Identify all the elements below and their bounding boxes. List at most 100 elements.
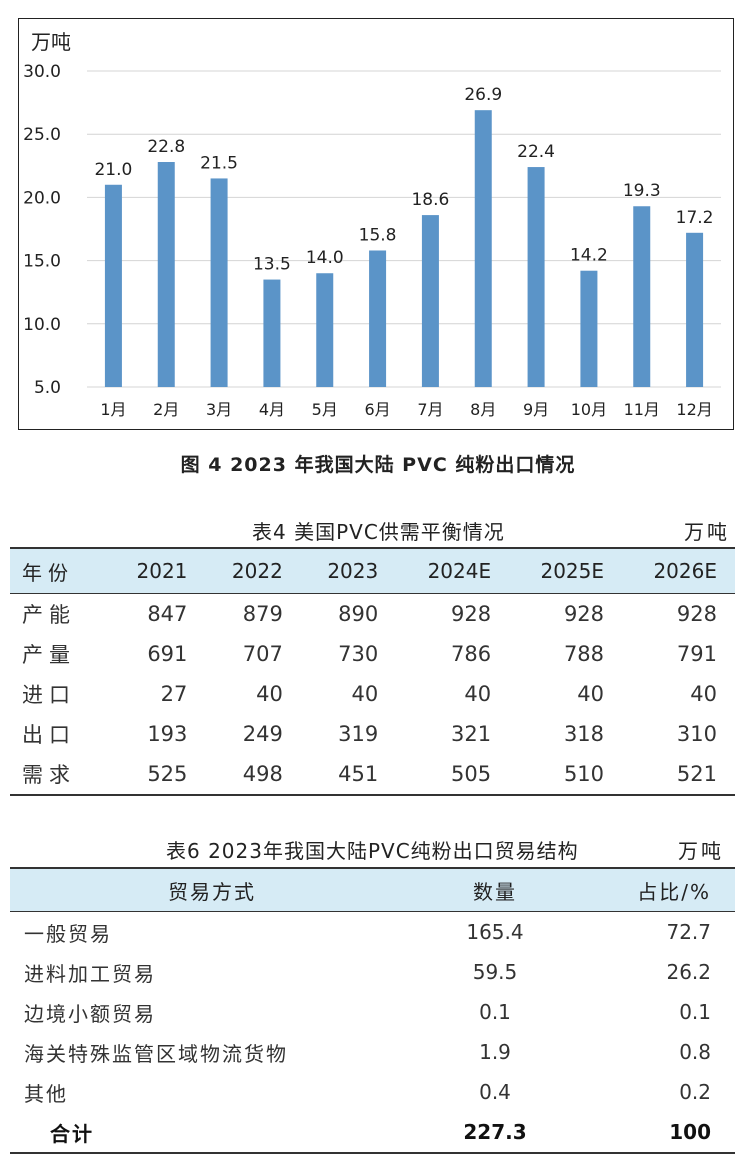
header-cell: 贸易方式: [10, 867, 400, 912]
figure-caption: 图 4 2023 年我国大陆 PVC 纯粉出口情况: [180, 454, 576, 476]
data-label: 22.8: [147, 137, 185, 157]
table-cell: 1.9: [479, 1040, 511, 1064]
bar: [157, 162, 175, 387]
table-row: 产能 847 879 890 928 928 928: [10, 594, 735, 635]
y-tick-label: 10.0: [23, 315, 61, 335]
table-cell: 0.2: [679, 1080, 711, 1104]
row-label: 其他: [24, 1081, 68, 1106]
table-cell: 847: [147, 602, 188, 626]
data-label: 21.0: [94, 160, 132, 180]
x-tick-label: 6月: [364, 400, 390, 419]
x-tick-label: 2月: [153, 400, 179, 419]
table-row: 需求 525 498 451 505 510 521: [10, 754, 735, 796]
table-total-row: 合计 227.3 100: [10, 1112, 735, 1154]
table4-title: 表4 美国PVC供需平衡情况: [252, 520, 505, 544]
row-label: 产能: [22, 603, 76, 627]
data-label: 26.9: [464, 85, 502, 105]
table-cell: 786: [451, 642, 492, 666]
x-tick-label: 8月: [470, 400, 496, 419]
data-label: 13.5: [253, 255, 291, 275]
y-tick-label: 30.0: [23, 62, 61, 82]
table-cell: 27: [160, 682, 188, 706]
data-label: 14.0: [306, 248, 344, 268]
row-label: 需求: [10, 754, 110, 796]
table-cell: 510: [509, 754, 623, 796]
bar: [316, 273, 334, 387]
header-cell: 2022: [205, 547, 301, 594]
x-tick-label: 4月: [259, 400, 285, 419]
data-label: 18.6: [411, 190, 449, 210]
table-row: 进料加工贸易 59.5 26.2: [10, 952, 735, 992]
x-tick-label: 3月: [206, 400, 232, 419]
pvc-export-trade-structure-table: 贸易方式 数量 占比/% 一般贸易 165.4 72.7 进料加工贸易 59.5…: [10, 867, 735, 1154]
data-label: 22.4: [517, 142, 555, 162]
y-tick-label: 20.0: [23, 188, 61, 208]
table-row: 产量 691 707 730 786 788 791: [10, 634, 735, 674]
row-label: 产量: [22, 643, 76, 667]
table-cell: 321: [451, 722, 492, 746]
table-header-row: 贸易方式 数量 占比/%: [10, 867, 735, 912]
data-label: 19.3: [623, 181, 661, 201]
x-tick-label: 10月: [571, 400, 607, 419]
bar: [686, 232, 704, 387]
bar: [210, 178, 228, 387]
table6-title: 表6 2023年我国大陆PVC纯粉出口贸易结构: [166, 839, 579, 863]
data-label: 17.2: [676, 208, 714, 228]
chart-container: 万吨 5.0 10.0 15.0 20.0 25.0 30.0 21.0 22.8 21.5 1…: [18, 18, 734, 430]
table-cell: 319: [338, 722, 379, 746]
header-cell: 年份: [10, 547, 110, 594]
header-cell: 2024E: [396, 547, 510, 594]
table-row: 其他 0.4 0.2: [10, 1072, 735, 1112]
data-label: 21.5: [200, 153, 238, 173]
data-label: 14.2: [570, 246, 608, 266]
table-cell: 100: [590, 1112, 735, 1154]
row-label: 边境小额贸易: [24, 1001, 156, 1026]
row-label: 海关特殊监管区域物流货物: [24, 1041, 288, 1066]
table-cell: 788: [563, 642, 605, 666]
bar: [263, 279, 281, 387]
table-cell: 165.4: [466, 920, 524, 944]
table-cell: 691: [147, 642, 188, 666]
bar: [369, 250, 387, 387]
table-cell: 928: [676, 602, 717, 626]
header-cell: 占比/%: [590, 867, 735, 912]
row-label: 一般贸易: [24, 921, 112, 946]
header-cell: 2023: [300, 547, 397, 594]
x-tick-label: 11月: [624, 400, 660, 419]
table-cell: 0.1: [479, 1000, 511, 1024]
y-tick-label: 25.0: [23, 125, 61, 145]
bar: [421, 215, 439, 387]
table-row: 海关特殊监管区域物流货物 1.9 0.8: [10, 1032, 735, 1072]
header-cell: 2021: [110, 547, 206, 594]
row-label: 出口: [22, 723, 76, 747]
table6-unit: 万吨: [678, 839, 724, 863]
table-cell: 40: [577, 682, 605, 706]
y-tick-label: 15.0: [23, 252, 61, 272]
x-tick-label: 12月: [676, 400, 712, 419]
table-cell: 525: [110, 754, 206, 796]
table-cell: 521: [622, 754, 735, 796]
table-cell: 0.8: [679, 1040, 711, 1064]
bar: [527, 167, 545, 387]
table-cell: 498: [205, 754, 301, 796]
table-row: 一般贸易 165.4 72.7: [10, 912, 735, 953]
table-cell: 0.1: [679, 1000, 711, 1024]
table-cell: 40: [256, 682, 283, 706]
x-tick-label: 7月: [417, 400, 443, 419]
bar-chart: 万吨 5.0 10.0 15.0 20.0 25.0 30.0 21.0 22.8 21.5 1…: [23, 30, 721, 419]
table-cell: 193: [147, 722, 188, 746]
header-cell: 数量: [400, 867, 590, 912]
row-label: 进口: [22, 683, 76, 707]
table-cell: 40: [690, 682, 717, 706]
bar: [633, 206, 651, 387]
table-cell: 59.5: [472, 960, 518, 984]
x-tick-label: 5月: [312, 400, 338, 419]
table-cell: 227.3: [400, 1112, 590, 1154]
us-pvc-balance-table: 年份 2021 2022 2023 2024E 2025E 2026E 产能 8…: [10, 547, 735, 796]
table-cell: 72.7: [666, 920, 711, 944]
table-cell: 730: [338, 642, 379, 666]
table-cell: 310: [676, 722, 717, 746]
table-cell: 505: [396, 754, 510, 796]
x-tick-label: 1月: [100, 400, 126, 419]
table-cell: 707: [242, 642, 283, 666]
